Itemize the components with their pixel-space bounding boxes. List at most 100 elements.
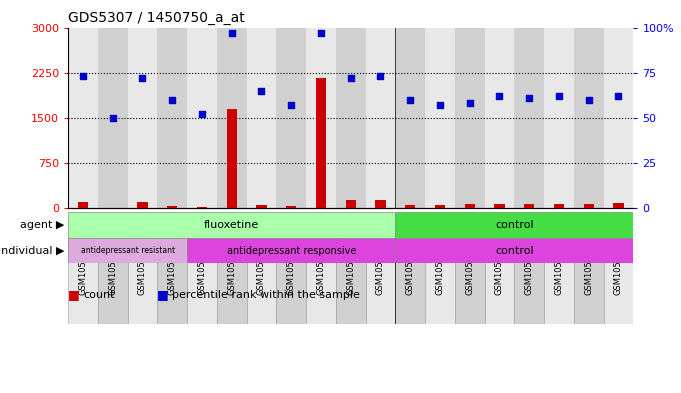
Bar — [366, 28, 396, 208]
Text: GSM1059591: GSM1059591 — [78, 239, 87, 295]
Bar — [227, 109, 237, 208]
Bar — [485, 28, 514, 208]
Point — [583, 97, 594, 103]
Bar — [464, 204, 475, 208]
Bar — [256, 205, 267, 208]
Bar — [336, 238, 366, 324]
Bar — [197, 207, 207, 208]
Bar — [396, 212, 633, 238]
Text: GSM1059564: GSM1059564 — [495, 239, 504, 296]
Point — [256, 88, 267, 94]
Text: ■: ■ — [157, 288, 168, 301]
Bar — [345, 200, 356, 208]
Bar — [127, 28, 157, 208]
Bar — [396, 238, 633, 263]
Bar — [68, 28, 98, 208]
Bar — [98, 28, 127, 208]
Bar — [247, 28, 276, 208]
Text: GSM1059581: GSM1059581 — [317, 239, 326, 296]
Text: GSM1059592: GSM1059592 — [108, 239, 117, 295]
Point — [167, 97, 178, 103]
Text: GSM1059562: GSM1059562 — [435, 239, 445, 296]
Point — [613, 93, 624, 99]
Point — [494, 93, 505, 99]
Text: GSM1059577: GSM1059577 — [197, 239, 206, 296]
Text: fluoxetine: fluoxetine — [204, 220, 259, 230]
Bar — [584, 204, 594, 208]
Point — [315, 30, 326, 36]
Bar — [167, 206, 178, 208]
Bar — [187, 238, 396, 263]
Bar — [187, 28, 217, 208]
Bar — [603, 28, 633, 208]
Text: percentile rank within the sample: percentile rank within the sample — [172, 290, 360, 300]
Bar — [217, 238, 247, 324]
Point — [405, 97, 415, 103]
Point — [554, 93, 565, 99]
Text: GSM1059594: GSM1059594 — [168, 239, 177, 295]
Text: GSM1059579: GSM1059579 — [257, 239, 266, 296]
Text: GSM1059593: GSM1059593 — [138, 239, 147, 296]
Text: individual ▶: individual ▶ — [0, 246, 65, 255]
Point — [464, 100, 475, 107]
Bar — [396, 238, 425, 324]
Bar — [217, 28, 247, 208]
Bar — [247, 238, 276, 324]
Text: antidepressant responsive: antidepressant responsive — [227, 246, 356, 255]
Text: GSM1059567: GSM1059567 — [584, 239, 593, 296]
Text: antidepressant resistant: antidepressant resistant — [80, 246, 174, 255]
Bar — [425, 28, 455, 208]
Bar — [574, 28, 603, 208]
Bar — [434, 205, 445, 208]
Text: control: control — [495, 220, 534, 230]
Text: ■: ■ — [68, 288, 80, 301]
Bar — [316, 77, 326, 208]
Bar — [455, 28, 485, 208]
Bar — [485, 238, 514, 324]
Bar — [514, 28, 544, 208]
Text: control: control — [495, 246, 534, 255]
Point — [375, 73, 386, 79]
Bar — [396, 28, 425, 208]
Bar — [524, 204, 535, 208]
Bar — [157, 238, 187, 324]
Point — [78, 73, 89, 79]
Bar — [306, 238, 336, 324]
Point — [108, 115, 118, 121]
Point — [345, 75, 356, 81]
Point — [286, 102, 297, 108]
Text: GSM1059583: GSM1059583 — [376, 239, 385, 296]
Bar — [336, 28, 366, 208]
Text: GSM1059568: GSM1059568 — [614, 239, 623, 296]
Point — [197, 111, 208, 118]
Bar — [276, 28, 306, 208]
Bar — [157, 28, 187, 208]
Point — [524, 95, 535, 101]
Text: GSM1059561: GSM1059561 — [406, 239, 415, 296]
Bar — [375, 200, 385, 208]
Bar — [614, 204, 624, 208]
Bar — [286, 206, 296, 208]
Text: GSM1059565: GSM1059565 — [524, 239, 534, 296]
Text: count: count — [83, 290, 114, 300]
Bar — [603, 238, 633, 324]
Bar — [554, 204, 564, 208]
Bar — [405, 205, 415, 208]
Bar — [574, 238, 603, 324]
Bar — [455, 238, 485, 324]
Bar — [78, 202, 88, 208]
Bar — [544, 238, 574, 324]
Text: GDS5307 / 1450750_a_at: GDS5307 / 1450750_a_at — [68, 11, 245, 25]
Bar — [68, 238, 98, 324]
Bar — [68, 212, 396, 238]
Text: GSM1059566: GSM1059566 — [554, 239, 563, 296]
Bar — [276, 238, 306, 324]
Bar — [494, 204, 505, 208]
Text: GSM1059578: GSM1059578 — [227, 239, 236, 296]
Text: GSM1059582: GSM1059582 — [346, 239, 355, 296]
Bar — [98, 238, 127, 324]
Text: GSM1059563: GSM1059563 — [465, 239, 474, 296]
Bar — [425, 238, 455, 324]
Point — [226, 30, 237, 36]
Text: agent ▶: agent ▶ — [20, 220, 65, 230]
